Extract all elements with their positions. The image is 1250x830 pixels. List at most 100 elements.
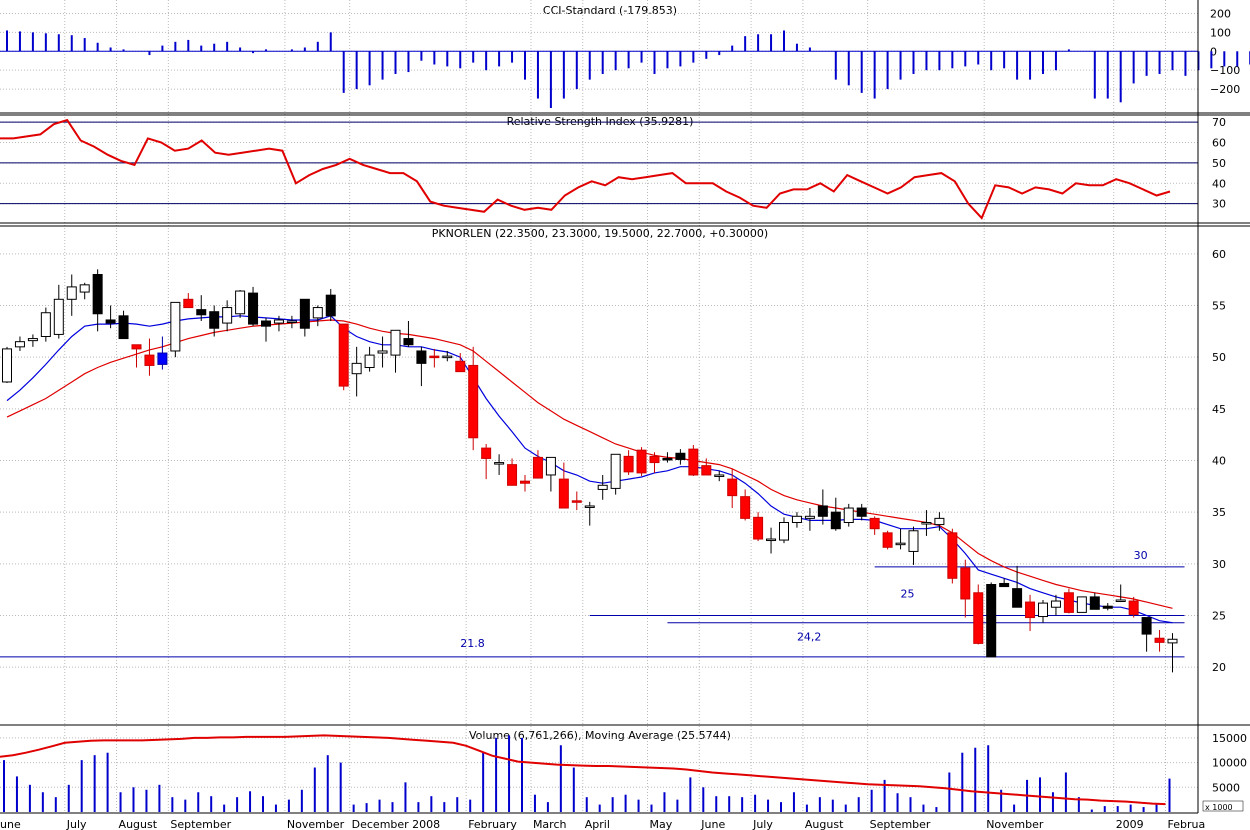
candle-body (908, 530, 919, 552)
x-tick-label: 2009 (1116, 818, 1144, 830)
panel-frames (0, 0, 1250, 813)
candle-body (429, 355, 440, 359)
x-tick-label: December 2008 (352, 818, 441, 830)
price-tick-label: 55 (1212, 300, 1226, 313)
candle-body (144, 354, 155, 366)
candle-body (623, 455, 634, 473)
candle-body (364, 354, 375, 369)
x-tick-label: November (287, 818, 345, 830)
candle-body (1012, 588, 1023, 608)
candle-body (209, 311, 220, 329)
price-tick-label: 50 (1212, 351, 1226, 364)
candle-body (40, 312, 51, 338)
candle-body (545, 456, 556, 476)
candle-body (973, 592, 984, 644)
candle-body (947, 532, 958, 579)
x-tick-label: June (700, 818, 725, 830)
candle-body (351, 362, 362, 375)
candle-body (325, 294, 336, 317)
cci-tick-label: 200 (1210, 7, 1231, 20)
candle-body (934, 517, 945, 526)
candle-body (79, 284, 90, 293)
candle-body (377, 350, 388, 354)
price-ma-slow (6, 319, 1173, 609)
candle-body (882, 532, 893, 548)
x-tick-label: May (650, 818, 673, 830)
x-tick-label: July (66, 818, 87, 830)
candle-body (286, 320, 297, 323)
candle-body (403, 338, 414, 346)
candle-body (455, 360, 466, 373)
volume-tick-label: 15000 (1212, 732, 1247, 745)
candle-body (921, 522, 932, 525)
candle-body (66, 286, 77, 300)
candle-body (571, 500, 582, 503)
price-level-label: 25 (901, 588, 915, 601)
price-tick-label: 35 (1212, 506, 1226, 519)
candle-body (507, 464, 518, 486)
volume-title: Volume (6,761,266), Moving Average (25.5… (469, 729, 731, 742)
candle-body (222, 307, 233, 324)
candle-body (1025, 601, 1036, 619)
candle-body (817, 505, 828, 517)
candle-body (830, 511, 841, 530)
candle-body (261, 320, 271, 327)
candle-body (1089, 596, 1100, 610)
x-tick-label: August (119, 818, 158, 830)
candle-body (2, 348, 12, 383)
x-axis: une July August September November December 2… (0, 812, 1205, 830)
cci-tick-label: −200 (1210, 83, 1240, 96)
cci-title: CCI-Standard (-179.853) (543, 4, 677, 17)
candle-body (753, 516, 764, 540)
candle-body (597, 484, 608, 490)
candle-body (92, 274, 103, 315)
candle-body (740, 496, 751, 519)
candle-body (157, 352, 168, 365)
rsi-panel: Relative Strength Index (35.9281) 70 60 50 4… (0, 115, 1226, 220)
cci-tick-label: 100 (1210, 26, 1231, 39)
candle-body (235, 290, 246, 315)
candle-body (688, 448, 699, 476)
candle-body (558, 478, 569, 509)
x-tick-label: August (805, 818, 844, 830)
candle-body (1141, 617, 1152, 635)
rsi-tick-label: 70 (1212, 116, 1226, 129)
candle-body (520, 480, 530, 484)
price-level-label: 24,2 (797, 631, 822, 644)
price-level-label: 30 (1134, 549, 1148, 562)
candle-body (338, 323, 349, 387)
candle-body (105, 319, 116, 324)
volume-unit-box (1202, 800, 1244, 812)
candle-body (1050, 600, 1061, 608)
candle-body (27, 338, 38, 342)
candle-body (118, 315, 129, 340)
chart-grid (64, 0, 1166, 813)
candle-body (170, 301, 181, 352)
volume-panel: Volume (6,761,266), Moving Average (25.5… (0, 729, 1247, 812)
volume-tick-label: 5000 (1212, 781, 1240, 794)
candle-body (791, 515, 802, 523)
x-tick-label: November (986, 818, 1044, 830)
price-tick-label: 60 (1212, 248, 1226, 261)
candle-body (869, 517, 880, 530)
candle-body (986, 584, 997, 658)
candle-body (584, 505, 595, 508)
cci-tick-label: −100 (1210, 64, 1240, 77)
candle-body (727, 478, 738, 497)
candle-body (675, 452, 686, 460)
candle-body (1102, 605, 1113, 609)
rsi-tick-label: 60 (1212, 137, 1226, 150)
candle-body (610, 453, 621, 489)
candle-body (1038, 602, 1048, 618)
candle-body (701, 465, 712, 476)
candle-body (390, 329, 401, 356)
volume-moving-average (0, 734, 1166, 806)
candle-body (843, 507, 854, 523)
candle-body (416, 350, 427, 364)
candle-body (273, 319, 284, 324)
candle-body (442, 355, 453, 359)
candle-body (248, 292, 259, 325)
candle-body (312, 307, 323, 319)
candle-body (468, 364, 479, 439)
